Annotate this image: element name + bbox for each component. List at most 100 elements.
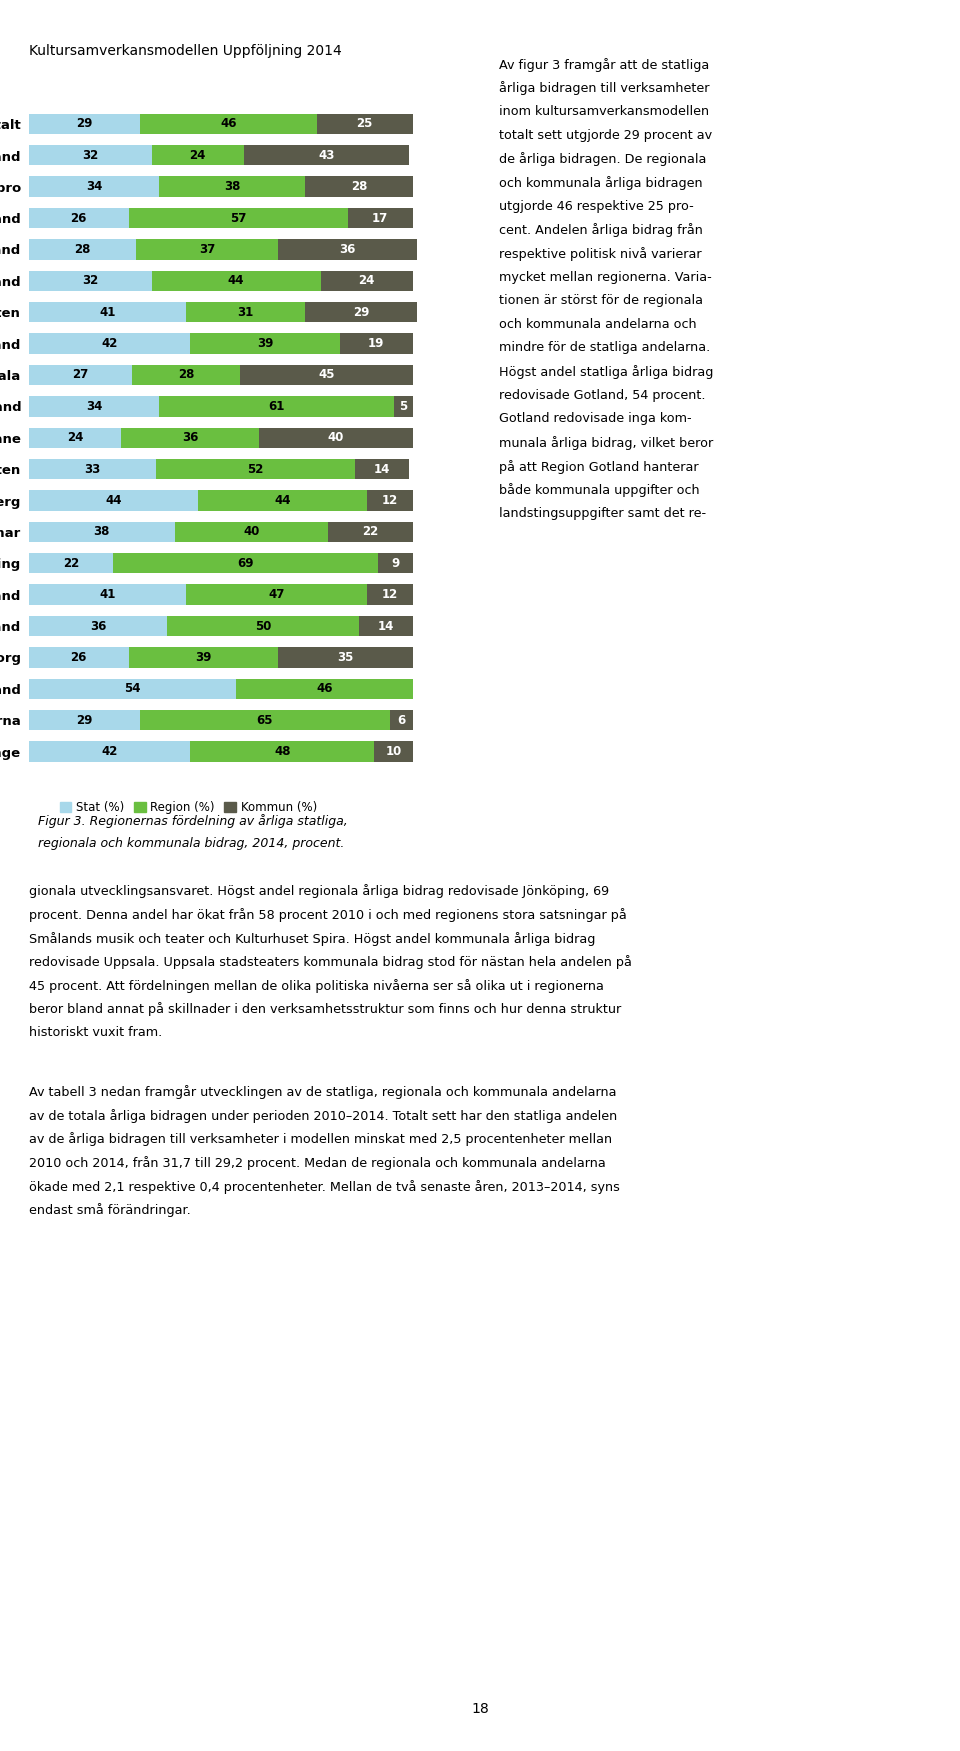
Text: 37: 37	[200, 243, 215, 256]
Text: 14: 14	[373, 462, 391, 476]
Text: 33: 33	[84, 462, 100, 476]
Bar	[278, 648, 413, 667]
Text: redovisade Gotland, 54 procent.: redovisade Gotland, 54 procent.	[499, 389, 706, 401]
Bar	[152, 145, 244, 166]
Bar	[190, 741, 374, 762]
Text: 36: 36	[339, 243, 356, 256]
Bar	[278, 240, 417, 259]
Legend: Stat (%), Region (%), Kommun (%): Stat (%), Region (%), Kommun (%)	[55, 797, 322, 819]
Bar	[186, 585, 367, 604]
Bar	[29, 459, 156, 480]
Text: 29: 29	[76, 714, 93, 727]
Text: 42: 42	[101, 338, 118, 350]
Text: beror bland annat på skillnader i den verksamhetsstruktur som finns och hur denn: beror bland annat på skillnader i den ve…	[29, 1002, 621, 1016]
Text: Kultursamverkansmodellen Uppföljning 2014: Kultursamverkansmodellen Uppföljning 201…	[29, 44, 342, 58]
Bar	[328, 522, 413, 543]
Text: 24: 24	[66, 431, 84, 445]
Text: 12: 12	[382, 588, 397, 601]
Bar	[378, 553, 413, 574]
Text: av de årliga bidragen till verksamheter i modellen minskat med 2,5 procentenhete: av de årliga bidragen till verksamheter …	[29, 1133, 612, 1147]
Bar	[305, 301, 417, 322]
Bar	[29, 333, 190, 354]
Text: 69: 69	[237, 557, 254, 569]
Text: 29: 29	[76, 117, 93, 130]
Bar	[29, 616, 167, 636]
Text: 44: 44	[274, 494, 291, 508]
Bar	[132, 364, 240, 385]
Text: 6: 6	[397, 714, 405, 727]
Bar	[29, 364, 132, 385]
Text: tionen är störst för de regionala: tionen är störst för de regionala	[499, 294, 703, 306]
Bar	[29, 240, 136, 259]
Bar	[198, 490, 367, 511]
Bar	[29, 301, 186, 322]
Text: respektive politisk nivå varierar: respektive politisk nivå varierar	[499, 247, 702, 261]
Text: de årliga bidragen. De regionala: de årliga bidragen. De regionala	[499, 152, 707, 166]
Text: 34: 34	[85, 399, 103, 413]
Text: 46: 46	[220, 117, 237, 130]
Text: 45 procent. Att fördelningen mellan de olika politiska nivåerna ser så olika ut : 45 procent. Att fördelningen mellan de o…	[29, 979, 604, 993]
Bar	[129, 648, 278, 667]
Bar	[390, 709, 413, 730]
Text: gionala utvecklingsansvaret. Högst andel regionala årliga bidrag redovisade Jönk: gionala utvecklingsansvaret. Högst andel…	[29, 884, 609, 898]
Bar	[367, 490, 413, 511]
Bar	[167, 616, 359, 636]
Bar	[152, 271, 321, 291]
Text: Av tabell 3 nedan framgår utvecklingen av de statliga, regionala och kommunala a: Av tabell 3 nedan framgår utvecklingen a…	[29, 1086, 616, 1100]
Text: 50: 50	[254, 620, 272, 632]
Bar	[374, 741, 413, 762]
Text: mindre för de statliga andelarna.: mindre för de statliga andelarna.	[499, 341, 710, 354]
Text: 45: 45	[318, 368, 335, 382]
Text: 44: 44	[228, 275, 245, 287]
Bar	[29, 271, 152, 291]
Bar	[29, 522, 175, 543]
Text: 28: 28	[178, 368, 195, 382]
Bar	[29, 679, 236, 699]
Bar	[29, 427, 121, 448]
Text: Högst andel statliga årliga bidrag: Högst andel statliga årliga bidrag	[499, 366, 713, 378]
Text: på att Region Gotland hanterar: på att Region Gotland hanterar	[499, 461, 699, 473]
Bar	[29, 208, 129, 228]
Bar	[186, 301, 305, 322]
Text: och kommunala andelarna och: och kommunala andelarna och	[499, 319, 697, 331]
Bar	[29, 553, 113, 574]
Bar	[29, 490, 198, 511]
Bar	[367, 585, 413, 604]
Text: 26: 26	[70, 212, 87, 224]
Text: 26: 26	[70, 651, 87, 664]
Text: 28: 28	[350, 180, 368, 193]
Text: 47: 47	[268, 588, 285, 601]
Bar	[244, 145, 409, 166]
Text: 54: 54	[124, 683, 141, 695]
Text: 29: 29	[352, 306, 370, 319]
Text: inom kultursamverkansmodellen: inom kultursamverkansmodellen	[499, 105, 709, 117]
Text: 24: 24	[189, 149, 206, 161]
Text: endast små förändringar.: endast små förändringar.	[29, 1203, 190, 1217]
Text: 65: 65	[256, 714, 274, 727]
Bar	[340, 333, 413, 354]
Bar	[29, 145, 152, 166]
Bar	[29, 648, 129, 667]
Text: 39: 39	[256, 338, 274, 350]
Bar	[190, 333, 340, 354]
Text: 22: 22	[63, 557, 79, 569]
Bar	[29, 114, 140, 135]
Bar	[317, 114, 413, 135]
Text: 46: 46	[316, 683, 333, 695]
Bar	[113, 553, 378, 574]
Text: 27: 27	[73, 368, 88, 382]
Text: historiskt vuxit fram.: historiskt vuxit fram.	[29, 1026, 162, 1038]
Text: Av figur 3 framgår att de statliga: Av figur 3 framgår att de statliga	[499, 58, 709, 72]
Bar	[240, 364, 413, 385]
Text: 48: 48	[274, 746, 291, 758]
Text: 40: 40	[243, 525, 260, 538]
Bar	[394, 396, 413, 417]
Text: 42: 42	[101, 746, 118, 758]
Bar	[29, 396, 159, 417]
Text: 25: 25	[356, 117, 373, 130]
Text: procent. Denna andel har ökat från 58 procent 2010 i och med regionens stora sat: procent. Denna andel har ökat från 58 pr…	[29, 907, 627, 921]
Text: 24: 24	[358, 275, 375, 287]
Text: Figur 3. Regionernas fördelning av årliga statliga,: Figur 3. Regionernas fördelning av årlig…	[38, 814, 348, 828]
Text: 61: 61	[268, 399, 285, 413]
Text: 18: 18	[471, 1702, 489, 1716]
